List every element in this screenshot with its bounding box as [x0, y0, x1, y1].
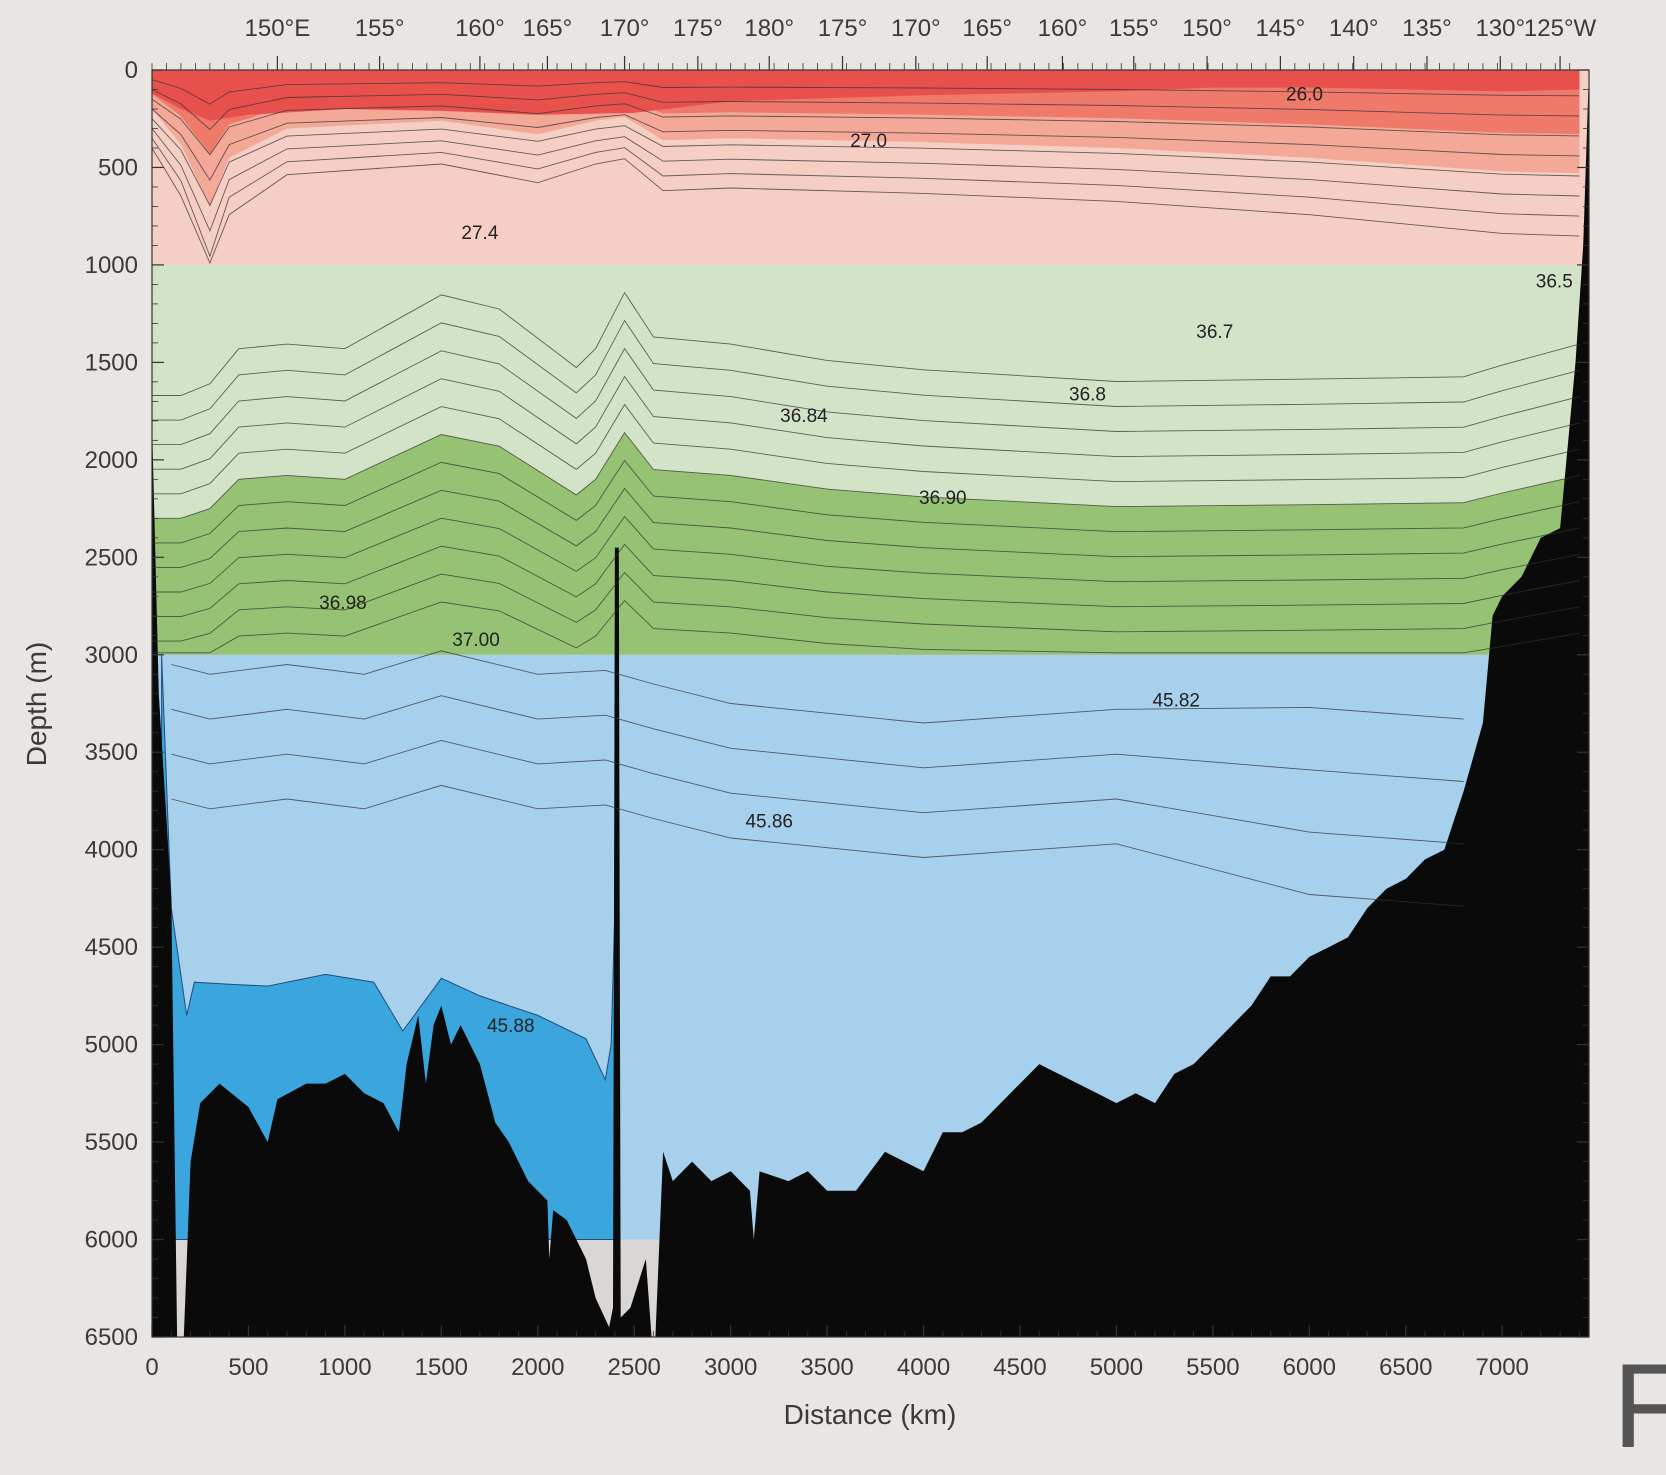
- x-tick-label: 2500: [608, 1354, 661, 1381]
- y-tick-label: 5500: [85, 1129, 138, 1156]
- top-tick-label: 130°: [1475, 15, 1525, 42]
- top-tick-label: 145°: [1256, 15, 1306, 42]
- contour-label: 45.88: [487, 1016, 535, 1037]
- y-tick-label: 6500: [85, 1324, 138, 1351]
- x-tick-label: 1500: [415, 1354, 468, 1381]
- top-tick-label: 160°: [455, 15, 505, 42]
- band-sigma0-top: [152, 70, 1580, 121]
- y-tick-label: 500: [98, 154, 138, 181]
- contour-label: 36.8: [1069, 385, 1106, 406]
- contour-label: 45.86: [745, 811, 793, 832]
- contour-label: 36.5: [1536, 272, 1573, 293]
- x-tick-label: 7000: [1476, 1354, 1529, 1381]
- contour-line: [171, 784, 1464, 907]
- top-tick-label: 125°W: [1524, 15, 1597, 42]
- top-tick-label: 165°: [523, 15, 573, 42]
- axes: 0 500 1000 1500 2000 2500 3000 3500 4000 4500 5000…: [85, 15, 1597, 1381]
- contour-label: 27.4: [461, 223, 498, 244]
- contour-label: 45.82: [1152, 691, 1200, 712]
- x-tick-label: 1000: [318, 1354, 371, 1381]
- contour-line: [152, 137, 1580, 258]
- contour-line: [152, 291, 1580, 396]
- y-tick-label: 1500: [85, 349, 138, 376]
- top-tick-label: 175°: [673, 15, 723, 42]
- contour-line: [152, 403, 1580, 495]
- x-tick-label: 0: [145, 1354, 158, 1381]
- top-tick-label: 180°: [744, 15, 794, 42]
- y-tick-label: 4000: [85, 837, 138, 864]
- top-tick-label: 160°: [1038, 15, 1088, 42]
- top-tick-label: 165°: [962, 15, 1012, 42]
- contour-labels: 26.0 27.0 27.4 36.5 36.7 36.8 36.84 36.90 36.98 3…: [319, 84, 1573, 1037]
- top-tick-label: 150°: [1182, 15, 1232, 42]
- contour-line: [152, 375, 1580, 470]
- contour-line: [152, 89, 1580, 131]
- y-tick-label: 3000: [85, 642, 138, 669]
- contour-line: [152, 347, 1580, 446]
- x-tick-label: 5500: [1186, 1354, 1239, 1381]
- contour-line: [152, 543, 1580, 618]
- plot-frame: [151, 69, 1590, 1338]
- y-tick-label: 2000: [85, 447, 138, 474]
- contour-line: [152, 459, 1580, 544]
- y-tick-label: 2500: [85, 544, 138, 571]
- x-tick-label: 6000: [1283, 1354, 1336, 1381]
- contour-line: [152, 118, 1580, 207]
- contour-line: [152, 599, 1580, 654]
- y-tick-label: 5000: [85, 1032, 138, 1059]
- bathymetry-seafloor: [152, 70, 1589, 1337]
- contour-line: [152, 128, 1580, 232]
- y-tick-label: 3500: [85, 739, 138, 766]
- contour-label: 27.0: [850, 131, 887, 152]
- top-tick-label: 135°: [1402, 15, 1452, 42]
- y-tick-label: 6000: [85, 1227, 138, 1254]
- top-tick-label: 170°: [891, 15, 941, 42]
- contour-line: [152, 319, 1580, 421]
- x-tick-label: 4000: [897, 1354, 950, 1381]
- x-tick-label: 4500: [993, 1354, 1046, 1381]
- top-tick-label: 150°E: [245, 15, 311, 42]
- x-axis-title: Distance (km): [784, 1399, 957, 1430]
- contour-line: [152, 431, 1580, 519]
- x-tick-label: 500: [228, 1354, 268, 1381]
- top-tick-label: 155°: [1109, 15, 1159, 42]
- top-tick-label: 175°: [818, 15, 868, 42]
- contour-line: [152, 571, 1580, 642]
- x-tick-label: 3000: [704, 1354, 757, 1381]
- y-tick-label: 4500: [85, 934, 138, 961]
- section-chart: 0 500 1000 1500 2000 2500 3000 3500 4000 4500 5000…: [21, 15, 1597, 1430]
- contour-line: [152, 79, 1580, 105]
- y-tick-label: 1000: [85, 252, 138, 279]
- y-tick-label: 0: [125, 57, 138, 84]
- contour-label: 37.00: [452, 630, 500, 651]
- top-tick-label: 170°: [600, 15, 650, 42]
- contour-line: [171, 695, 1464, 782]
- y-axis-title: Depth (m): [21, 642, 52, 766]
- contour-label: 36.7: [1196, 322, 1233, 343]
- contour-line: [171, 740, 1464, 845]
- x-tick-label: 3500: [800, 1354, 853, 1381]
- contour-label: 36.90: [919, 488, 967, 509]
- x-tick-label: 5000: [1090, 1354, 1143, 1381]
- x-tick-label: 2000: [511, 1354, 564, 1381]
- contour-line: [152, 147, 1580, 265]
- contour-label: 36.98: [319, 593, 367, 614]
- contour-label: 36.84: [780, 406, 828, 427]
- contour-line: [171, 650, 1464, 724]
- contour-line: [152, 515, 1580, 593]
- contour-label: 26.0: [1286, 84, 1323, 105]
- panel-letter: F: [1612, 1339, 1666, 1473]
- contour-line: [152, 108, 1580, 181]
- plot-area: [152, 70, 1589, 1337]
- x-tick-label: 6500: [1379, 1354, 1432, 1381]
- contour-line: [152, 98, 1580, 156]
- contour-lines: [152, 79, 1580, 907]
- top-tick-label: 155°: [355, 15, 405, 42]
- top-tick-label: 140°: [1329, 15, 1379, 42]
- contour-line: [152, 487, 1580, 568]
